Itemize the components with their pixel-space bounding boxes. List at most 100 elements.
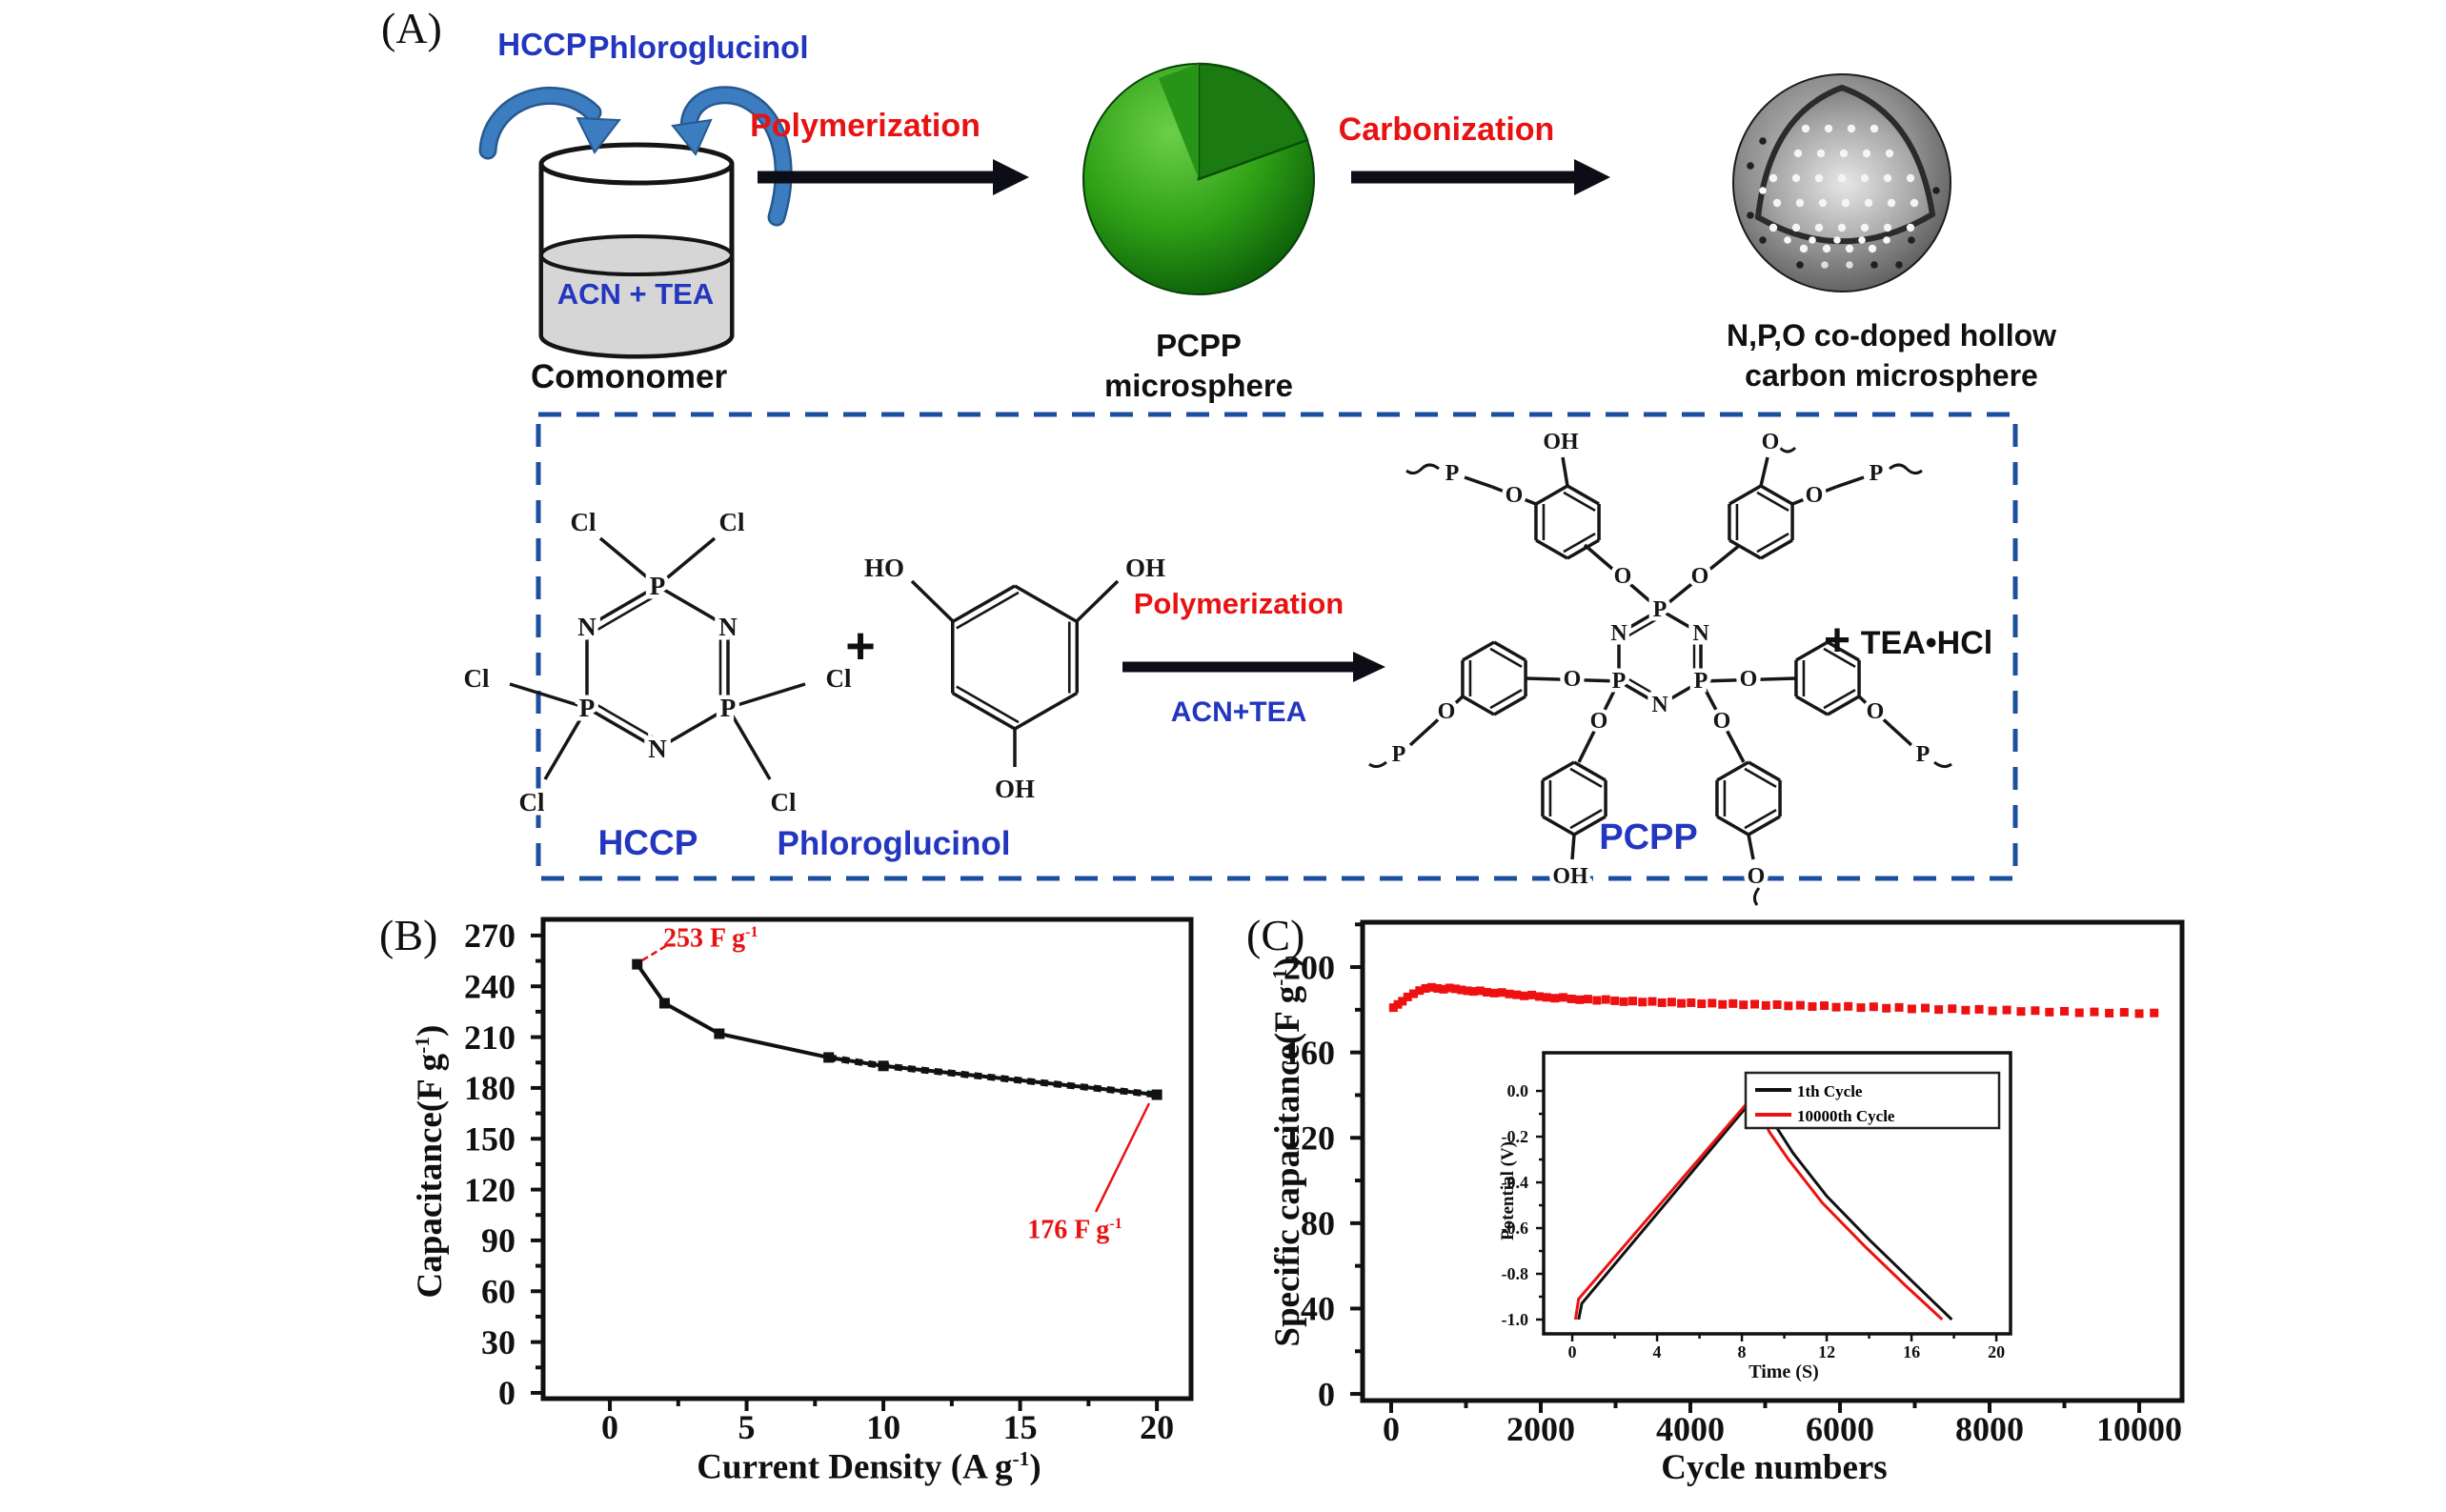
x-tick-label: 12 bbox=[1818, 1342, 1835, 1361]
x-tick-label: 0 bbox=[1568, 1342, 1577, 1361]
bond bbox=[1489, 647, 1523, 669]
pore-dot bbox=[1759, 137, 1767, 145]
atom-label: O bbox=[1762, 430, 1780, 454]
pore-dot-inner bbox=[1814, 173, 1824, 183]
pore-dot bbox=[1932, 187, 1940, 194]
atom-label: O bbox=[1806, 483, 1824, 508]
atom-label: N bbox=[718, 613, 738, 641]
bond bbox=[1014, 691, 1079, 731]
x-tick-label: 0 bbox=[601, 1408, 618, 1446]
y-tick-label: 60 bbox=[481, 1273, 515, 1311]
data-point bbox=[1961, 1005, 1971, 1015]
data-point bbox=[1907, 1004, 1916, 1014]
data-point bbox=[1151, 1089, 1162, 1100]
data-point bbox=[2134, 1009, 2144, 1018]
atom-label: O bbox=[1438, 699, 1456, 724]
pore-dot-inner bbox=[1887, 198, 1896, 208]
data-point bbox=[1534, 992, 1544, 1001]
annotation-253: 253 F g-1 bbox=[663, 923, 758, 954]
bond bbox=[951, 691, 1016, 731]
reaction-arrow-head bbox=[1353, 652, 1385, 682]
green-sphere-cut-wedge bbox=[1197, 62, 1309, 181]
chart-c-frame bbox=[1360, 919, 2185, 1403]
pore-dot-inner bbox=[1814, 223, 1824, 232]
sphere1-caption-line2: microsphere bbox=[1103, 368, 1294, 403]
bond bbox=[1835, 475, 1865, 489]
pore-dot-inner bbox=[1772, 198, 1782, 208]
data-point bbox=[1468, 987, 1478, 997]
atom-label: Cl bbox=[826, 664, 852, 693]
bond bbox=[1889, 463, 1923, 475]
bond bbox=[586, 584, 658, 629]
data-point bbox=[1677, 998, 1687, 1008]
chemical-structure-bonds bbox=[509, 443, 1952, 906]
bond bbox=[1748, 760, 1781, 782]
pour-arrow-right-icon bbox=[682, 88, 791, 224]
data-point bbox=[714, 1028, 725, 1039]
bond bbox=[1889, 724, 1913, 747]
bond bbox=[1075, 579, 1120, 623]
pore-dot bbox=[1796, 261, 1804, 269]
pore-dot-inner bbox=[1868, 244, 1877, 253]
atom-label: N bbox=[1651, 693, 1668, 717]
bond bbox=[1618, 608, 1661, 635]
atom-label: O bbox=[1713, 709, 1731, 734]
bond bbox=[1748, 815, 1781, 837]
bond bbox=[1573, 760, 1607, 782]
atom-label: O bbox=[1740, 667, 1758, 692]
atom-label: P bbox=[1445, 461, 1460, 486]
data-point bbox=[1657, 998, 1667, 1007]
polymerization-arrow bbox=[758, 159, 1029, 195]
series-line bbox=[828, 1054, 1158, 1099]
pore-dot bbox=[1759, 236, 1767, 244]
x-tick-label: 10 bbox=[866, 1408, 900, 1446]
data-point bbox=[2090, 1007, 2099, 1017]
bond bbox=[1620, 673, 1663, 700]
bond bbox=[1823, 688, 1856, 710]
pore-dot-inner bbox=[1839, 149, 1849, 158]
inset-legend: 1th Cycle 10000th Cycle bbox=[1744, 1071, 2001, 1130]
data-point bbox=[1628, 997, 1638, 1006]
atom-label: N bbox=[1692, 621, 1709, 646]
data-point bbox=[1512, 990, 1522, 999]
atom-label: OH bbox=[1552, 864, 1588, 889]
atom-label: Cl bbox=[771, 788, 797, 816]
y-tick-label: -1.0 bbox=[1502, 1310, 1529, 1329]
x-tick-label: 6000 bbox=[1806, 1410, 1874, 1448]
bond bbox=[1535, 538, 1568, 560]
reagent1-label: HCCP bbox=[497, 27, 587, 62]
legend-label-cycle1: 1th Cycle bbox=[1797, 1082, 1863, 1100]
atom-label: P bbox=[1653, 597, 1668, 622]
data-point bbox=[1482, 987, 1491, 997]
data-point bbox=[1393, 999, 1403, 1009]
x-tick-label: 4000 bbox=[1656, 1410, 1725, 1448]
panel-a-tag: (A) bbox=[381, 4, 442, 52]
bond bbox=[656, 536, 717, 588]
bond bbox=[1535, 484, 1568, 506]
bond bbox=[1405, 463, 1440, 475]
pore-dot-inner bbox=[1818, 198, 1828, 208]
bond bbox=[1795, 640, 1829, 662]
atom-label: P bbox=[579, 694, 596, 722]
bond bbox=[1491, 485, 1537, 506]
data-point bbox=[1497, 988, 1506, 998]
bond bbox=[1752, 887, 1761, 906]
data-point bbox=[2031, 1006, 2040, 1016]
data-point bbox=[2045, 1007, 2054, 1017]
product-caption: PCPP bbox=[1599, 817, 1698, 857]
y-tick-label: 120 bbox=[1284, 1119, 1335, 1157]
pore-dot-inner bbox=[1864, 198, 1873, 208]
data-point bbox=[1920, 1003, 1930, 1013]
data-point bbox=[1687, 998, 1696, 1007]
reagent2-label: Phloroglucinol bbox=[588, 30, 809, 65]
data-point bbox=[1445, 983, 1454, 993]
data-point bbox=[1808, 1001, 1817, 1011]
bond bbox=[657, 706, 729, 751]
y-tick-label: 160 bbox=[1284, 1034, 1335, 1072]
data-point bbox=[1451, 984, 1461, 994]
data-point bbox=[1489, 988, 1499, 998]
pore-dot-inner bbox=[1816, 149, 1826, 158]
beaker bbox=[538, 142, 735, 359]
atom-label: OH bbox=[1125, 554, 1165, 582]
